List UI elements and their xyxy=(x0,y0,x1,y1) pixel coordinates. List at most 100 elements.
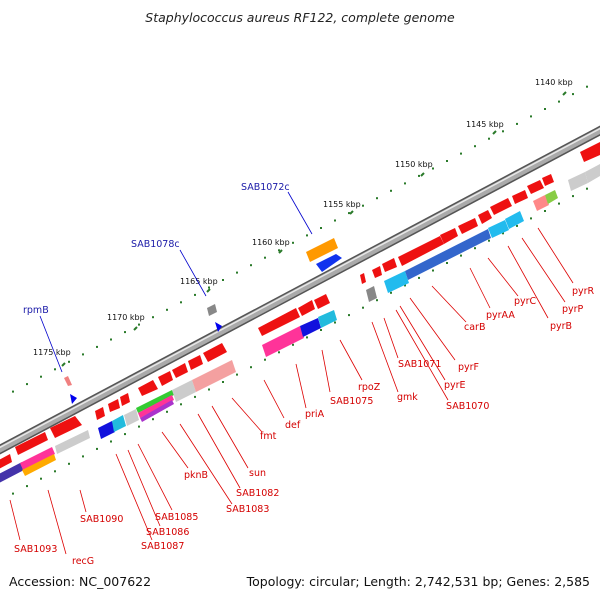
dot-mark xyxy=(586,187,588,190)
dot-mark xyxy=(236,373,238,376)
gene-arrow[interactable] xyxy=(360,273,366,284)
gene-rpmB[interactable] xyxy=(64,376,72,386)
dot-mark xyxy=(348,314,350,317)
gene-label[interactable]: SAB1083 xyxy=(226,504,269,515)
gene-label[interactable]: def xyxy=(285,420,301,431)
gene-arrow[interactable] xyxy=(203,343,227,362)
dot-mark xyxy=(208,286,210,289)
gene-arrow[interactable] xyxy=(398,236,444,266)
gene-arrow[interactable] xyxy=(512,190,528,204)
dot-mark xyxy=(124,331,126,334)
dot-mark xyxy=(278,249,280,252)
gene-label[interactable]: pknB xyxy=(184,470,208,481)
dot-mark xyxy=(152,418,154,421)
gene-label[interactable]: SAB1072c xyxy=(241,182,290,193)
gene-label[interactable]: pyrAA xyxy=(486,310,515,321)
gene-label[interactable]: rpoZ xyxy=(358,382,381,393)
gene-label[interactable]: SAB1075 xyxy=(330,396,373,407)
dot-mark xyxy=(12,492,14,495)
gene-sab1078c[interactable] xyxy=(207,304,217,316)
gene-label[interactable]: sun xyxy=(249,468,266,479)
gene-arrow[interactable] xyxy=(158,371,173,386)
dot-mark xyxy=(544,108,546,110)
dot-mark xyxy=(404,182,406,185)
dot-mark xyxy=(96,447,98,450)
gene-label[interactable]: gmk xyxy=(397,392,418,403)
dot-mark xyxy=(110,440,112,443)
gene-label[interactable]: SAB1086 xyxy=(146,527,189,538)
gene-label[interactable]: recG xyxy=(72,556,94,567)
dot-mark xyxy=(222,381,224,383)
tick-label: 1175 kbp xyxy=(33,348,71,357)
dot-mark xyxy=(488,137,490,140)
gene-label[interactable]: SAB1071 xyxy=(398,359,441,370)
tick-label: 1165 kbp xyxy=(180,277,218,286)
dot-mark xyxy=(124,433,126,436)
red-gene-labels: pyrR pyrP pyrB pyrC pyrAA carB pyrF pyrE… xyxy=(14,286,595,567)
gene-arrow[interactable] xyxy=(382,258,397,272)
tick-label: 1140 kbp xyxy=(535,78,573,87)
gene-arrow[interactable] xyxy=(458,218,478,234)
dot-mark xyxy=(586,85,588,88)
gene-label[interactable]: pyrB xyxy=(550,321,572,332)
dot-mark xyxy=(54,368,56,371)
gene-label[interactable]: pyrR xyxy=(572,286,595,297)
dot-mark xyxy=(250,264,252,267)
gene-arrow[interactable] xyxy=(50,416,82,438)
dot-mark xyxy=(180,301,182,304)
dot-mark xyxy=(558,100,560,103)
dot-mark xyxy=(96,345,98,348)
gene-arrow[interactable] xyxy=(490,198,512,215)
gene-label[interactable]: fmt xyxy=(260,431,277,442)
gene-label[interactable]: pyrF xyxy=(458,362,479,373)
blue-arrow-marker xyxy=(215,322,222,332)
gene-label[interactable]: SAB1082 xyxy=(236,488,279,499)
gene-label[interactable]: SAB1070 xyxy=(446,401,489,412)
gene-label[interactable]: pyrC xyxy=(514,296,537,307)
gene-arrow[interactable] xyxy=(108,399,120,412)
dot-mark xyxy=(362,204,364,207)
gene-label[interactable]: rpmB xyxy=(23,305,49,316)
gene-arrow[interactable] xyxy=(372,266,382,278)
gene-arrow[interactable] xyxy=(527,180,544,194)
dot-mark xyxy=(138,425,140,428)
gene-label[interactable]: SAB1093 xyxy=(14,544,57,555)
gene-arrow[interactable] xyxy=(542,174,554,186)
gene-arrow[interactable] xyxy=(95,407,105,420)
gene-arrow[interactable] xyxy=(478,210,492,224)
dot-mark xyxy=(530,217,532,220)
dot-mark xyxy=(264,256,266,259)
dot-mark xyxy=(460,254,462,257)
genome-summary-text: Topology: circular; Length: 2,742,531 bp… xyxy=(246,574,590,589)
gene-label[interactable]: SAB1090 xyxy=(80,514,123,525)
gene-arrow[interactable] xyxy=(138,380,158,396)
dot-mark xyxy=(572,195,574,198)
tick-marks xyxy=(61,91,567,367)
gene-arrow[interactable] xyxy=(172,363,188,378)
gene-arrow[interactable] xyxy=(120,393,130,406)
dot-mark xyxy=(530,115,532,118)
gene-arrow[interactable] xyxy=(314,294,330,309)
gene-arrow[interactable] xyxy=(440,228,458,244)
dot-mark xyxy=(474,247,476,250)
gene-arrow[interactable] xyxy=(580,142,600,162)
gene-arrow[interactable] xyxy=(188,355,203,370)
gene-arrow[interactable] xyxy=(0,454,12,470)
gene-arrow[interactable] xyxy=(298,300,315,316)
gene-sab1072c[interactable] xyxy=(306,238,342,272)
inner-dotted-line xyxy=(12,187,588,495)
gene-label[interactable]: SAB1085 xyxy=(155,512,198,523)
dot-mark xyxy=(516,122,518,125)
gene-label[interactable]: pyrP xyxy=(562,304,584,315)
gene-label[interactable]: SAB1078c xyxy=(131,239,180,250)
dot-mark xyxy=(502,130,504,133)
map-title: Staphylococcus aureus RF122, complete ge… xyxy=(145,10,455,25)
gene-label[interactable]: carB xyxy=(464,322,485,333)
gene-label[interactable]: SAB1087 xyxy=(141,541,184,552)
dot-mark xyxy=(376,299,378,302)
gene-label[interactable]: pyrE xyxy=(444,380,466,391)
tick-label: 1145 kbp xyxy=(466,120,504,129)
gene-label[interactable]: priA xyxy=(305,409,325,420)
gene-arrow[interactable] xyxy=(258,308,300,336)
gene-arrow[interactable] xyxy=(15,432,48,455)
